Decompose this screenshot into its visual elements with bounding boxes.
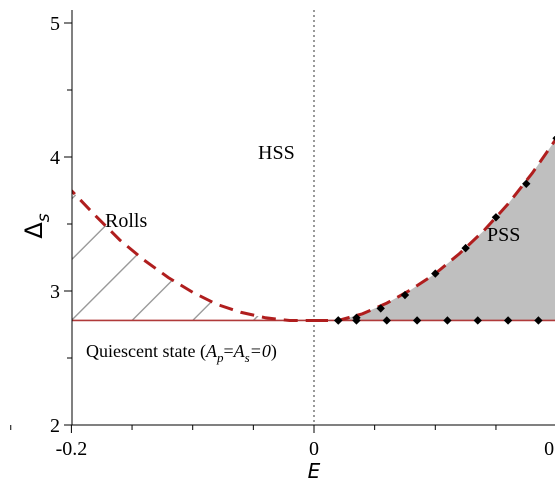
y-axis-label-base: Δ	[20, 222, 48, 239]
pss-lower-marker	[334, 316, 343, 325]
y-tick-label: 2	[50, 415, 60, 437]
hatch-line	[72, 69, 140, 321]
marginal-curve-right	[314, 137, 555, 322]
y-tick-label: 3	[50, 281, 60, 303]
hatch-line	[72, 69, 262, 321]
x-tick-label: 0	[309, 438, 319, 460]
y-tick-label: 5	[50, 13, 60, 35]
pss-lower-marker	[352, 316, 361, 325]
region-label-pss: PSS	[487, 224, 520, 246]
pss-lower-marker	[412, 316, 422, 325]
x-axis-label: E	[308, 459, 321, 483]
y-axis-label: Δs	[20, 213, 54, 238]
pss-upper-marker	[461, 243, 470, 253]
pss-lower-marker	[443, 316, 452, 325]
x-tick-label: 0.2	[544, 438, 555, 460]
pss-upper-marker	[376, 304, 385, 313]
hatch-line	[131, 69, 314, 321]
pss-boundary-markers	[334, 135, 555, 325]
x-tick-label: -0.2	[56, 438, 88, 460]
region-label-hss: HSS	[258, 142, 295, 164]
pss-upper-marker	[400, 290, 410, 300]
pss-lower-marker	[382, 316, 391, 325]
pss-lower-marker	[534, 316, 543, 325]
pss-upper-marker	[522, 179, 531, 188]
pss-lower-marker	[503, 316, 513, 325]
y-tick-label: 4	[50, 147, 60, 169]
y-axis-label-subscript: s	[34, 213, 54, 222]
hatch-line	[192, 69, 314, 321]
pss-upper-marker	[491, 213, 501, 222]
region-label-quiescent: Quiescent state (Ap=As=0)	[86, 341, 277, 365]
pss-upper-marker	[552, 135, 555, 141]
pss-lower-marker	[473, 316, 482, 325]
marginal-curve-left	[72, 188, 314, 322]
pss-upper-marker	[431, 269, 440, 278]
pss-region-fill	[314, 23, 555, 321]
region-label-rolls: Rolls	[105, 210, 147, 232]
hatch-line	[72, 69, 314, 321]
